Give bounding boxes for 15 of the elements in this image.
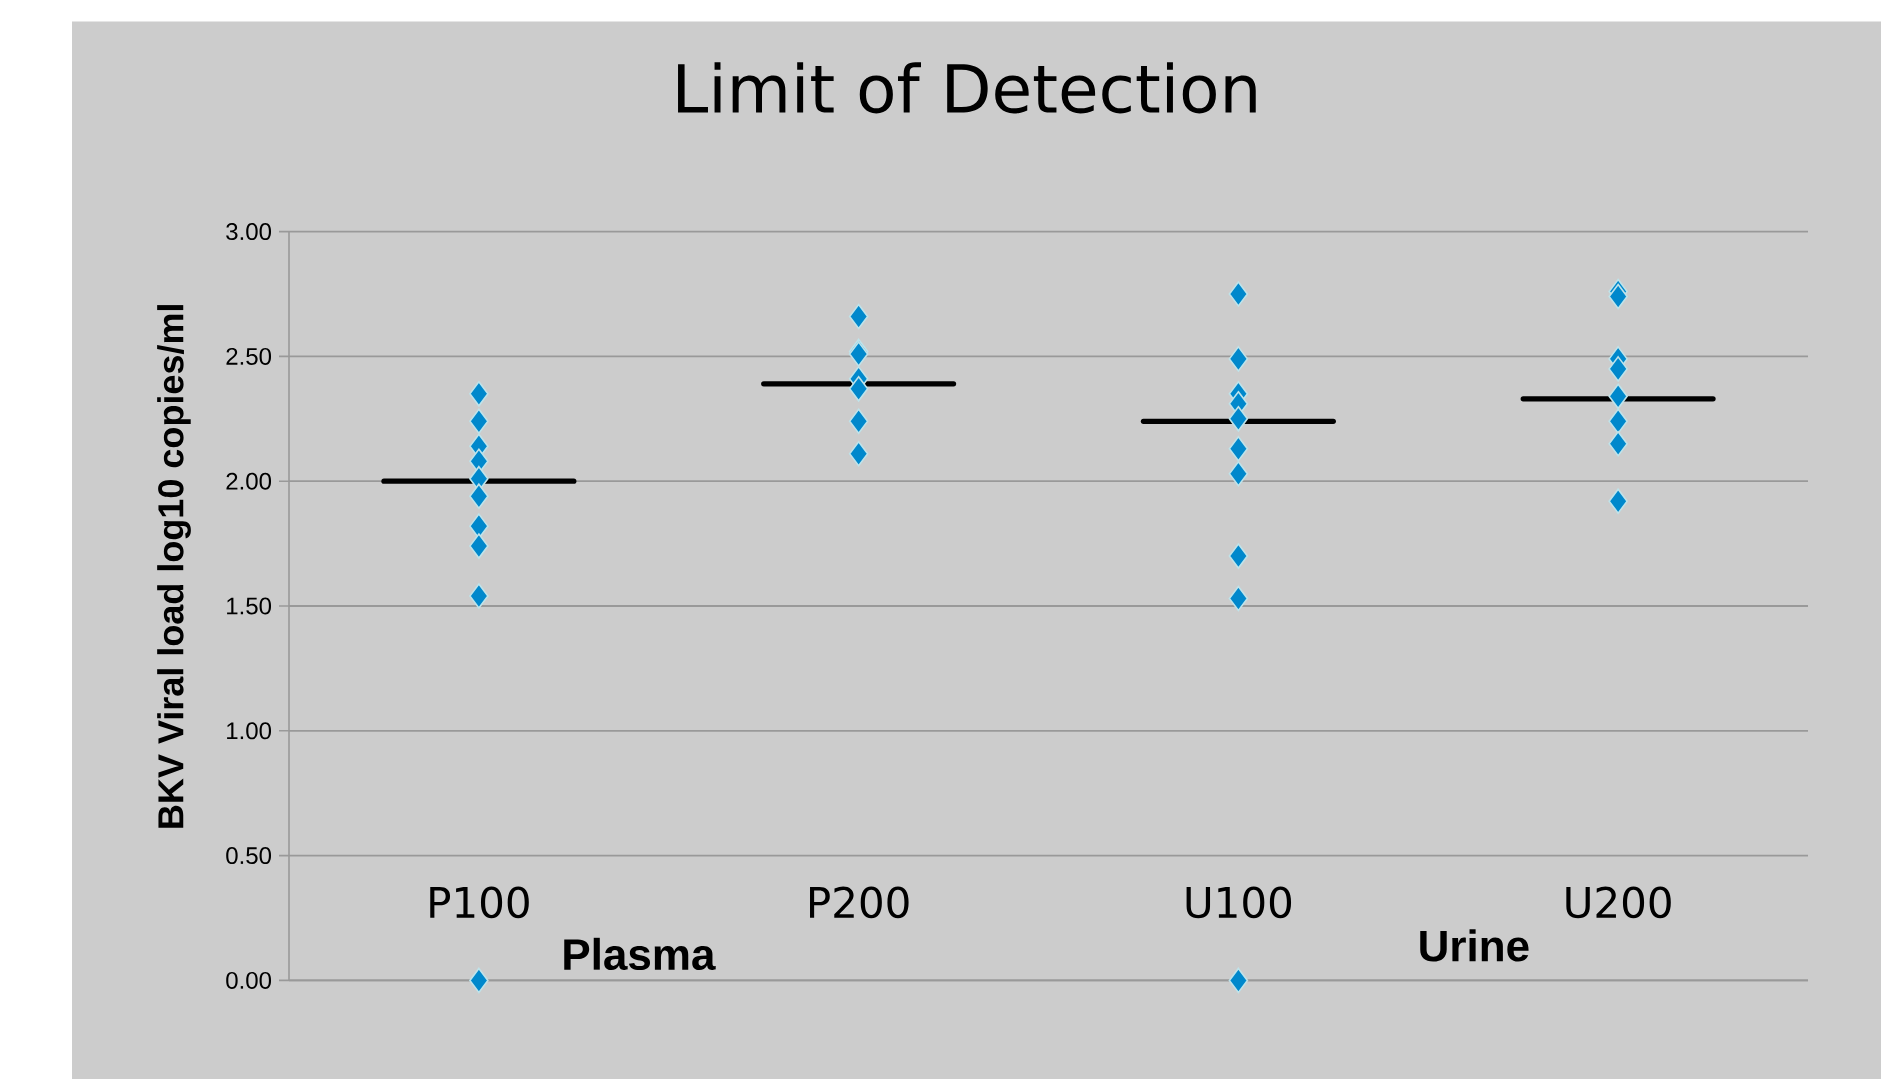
y-tick-label: 2.00: [226, 472, 272, 490]
y-tick-label: 1.50: [227, 597, 272, 615]
x-tick-label: P200: [810, 886, 909, 919]
x-tick-label: U200: [1566, 886, 1671, 919]
y-tick-label: 0.00: [226, 971, 272, 989]
annotation: Plasma: [564, 937, 716, 971]
annotation: Urine: [1420, 929, 1529, 962]
x-tick-label: P100: [430, 886, 529, 919]
x-tick-label: U100: [1186, 886, 1292, 919]
y-axis-title: BKV Viral load log10 copies/ml: [157, 305, 191, 828]
y-tick-label: 2.50: [226, 347, 272, 365]
y-tick-label: 0.50: [226, 847, 272, 865]
y-tick-label: 1.00: [227, 722, 272, 740]
y-tick-label: 3.00: [226, 223, 272, 241]
chart-title: Limit of Detection: [678, 62, 1256, 114]
